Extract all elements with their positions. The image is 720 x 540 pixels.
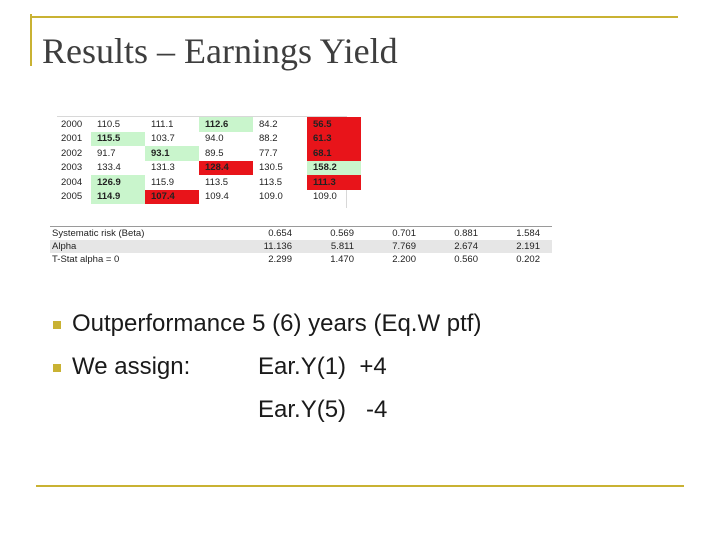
stats-value: 11.136: [242, 240, 304, 253]
value-cell: 128.4: [199, 160, 253, 175]
assign-item-eary5: Ear.Y(5) -4: [258, 396, 388, 423]
value-cell: 109.4: [205, 191, 229, 203]
bullet-we-assign: We assign:: [72, 353, 191, 380]
stats-value: 0.881: [428, 226, 490, 240]
value-cell: 131.3: [151, 162, 175, 174]
title-top-rule: [30, 16, 678, 18]
table-row: 2004 126.9 115.9 113.5 113.5 111.3: [57, 175, 361, 190]
stats-value: 2.191: [490, 240, 552, 253]
stats-row: T-Stat alpha = 0 2.299 1.470 2.200 0.560 0.20…: [50, 253, 552, 266]
stats-label: Alpha: [50, 240, 242, 253]
bullet-outperformance: Outperformance 5 (6) years (Eq.W ptf): [72, 310, 482, 337]
stats-value: 1.470: [330, 254, 354, 265]
stats-value: 0.202: [516, 254, 540, 265]
assign-item-eary1: Ear.Y(1) +4: [258, 353, 387, 380]
year-cell: 2000: [61, 118, 83, 130]
table-row: 2000 110.5 111.1 112.6 84.2 56.5: [57, 117, 361, 132]
stats-value: 0.654: [242, 226, 304, 240]
value-cell: 113.5: [205, 176, 229, 188]
regression-stats-table: Systematic risk (Beta) 0.654 0.569 0.701 0.8…: [50, 226, 552, 266]
value-cell: 77.7: [259, 147, 278, 159]
table-row: 2001 115.5 103.7 94.0 88.2 61.3: [57, 131, 361, 146]
stats-value: 2.299: [268, 254, 292, 265]
value-cell: 109.0: [313, 191, 337, 203]
value-cell: 107.4: [145, 189, 199, 204]
table-row: 2002 91.7 93.1 89.5 77.7 68.1: [57, 146, 361, 161]
table-row: 2003 133.4 131.3 128.4 130.5 158.2: [57, 160, 361, 175]
value-cell: 133.4: [97, 162, 121, 174]
value-cell: 158.2: [307, 160, 361, 175]
value-cell: 113.5: [259, 176, 283, 188]
stats-value: 1.584: [490, 226, 552, 240]
value-cell: 84.2: [259, 118, 278, 130]
bullet-marker-1: [53, 321, 61, 329]
stats-row: Alpha 11.136 5.811 7.769 2.674 2.191: [50, 240, 552, 253]
value-cell: 93.1: [145, 146, 199, 161]
value-cell: 68.1: [307, 146, 361, 161]
value-cell: 56.5: [307, 117, 361, 132]
value-cell: 111.3: [307, 175, 361, 190]
value-cell: 130.5: [259, 162, 283, 174]
value-cell: 115.9: [151, 176, 175, 188]
stats-value: 0.701: [366, 226, 428, 240]
stats-value: 2.674: [428, 240, 490, 253]
slide-title: Results – Earnings Yield: [42, 31, 398, 71]
stats-value: 0.560: [454, 254, 478, 265]
value-cell: 126.9: [91, 175, 145, 190]
value-cell: 114.9: [91, 189, 145, 204]
value-cell: 109.0: [259, 191, 283, 203]
value-cell: 103.7: [151, 133, 175, 145]
value-cell: 115.5: [91, 131, 145, 146]
bullet-marker-2: [53, 364, 61, 372]
stats-value: 0.569: [304, 226, 366, 240]
value-cell: 88.2: [259, 133, 278, 145]
stats-row: Systematic risk (Beta) 0.654 0.569 0.701 0.8…: [50, 226, 552, 240]
upper-table-top-border: [57, 116, 347, 117]
value-cell: 61.3: [307, 131, 361, 146]
stats-value: 5.811: [304, 240, 366, 253]
value-cell: 91.7: [97, 147, 116, 159]
stats-value: 2.200: [392, 254, 416, 265]
value-cell: 94.0: [205, 133, 224, 145]
earnings-yield-table: 2000 110.5 111.1 112.6 84.2 56.5 2001 115.5 103.…: [57, 117, 361, 204]
value-cell: 111.1: [151, 118, 174, 130]
year-cell: 2001: [61, 133, 83, 145]
year-cell: 2004: [61, 176, 83, 188]
year-cell: 2002: [61, 147, 83, 159]
footer-rule: [36, 485, 684, 487]
table-row: 2005 114.9 107.4 109.4 109.0 109.0: [57, 189, 361, 204]
year-cell: 2003: [61, 162, 83, 174]
title-left-rule: [30, 14, 32, 66]
value-cell: 89.5: [205, 147, 224, 159]
value-cell: 110.5: [97, 118, 121, 130]
year-cell: 2005: [61, 191, 83, 203]
stats-label: Systematic risk (Beta): [50, 226, 242, 240]
stats-label: T-Stat alpha = 0: [52, 254, 120, 265]
stats-value: 7.769: [366, 240, 428, 253]
value-cell: 112.6: [199, 117, 253, 132]
